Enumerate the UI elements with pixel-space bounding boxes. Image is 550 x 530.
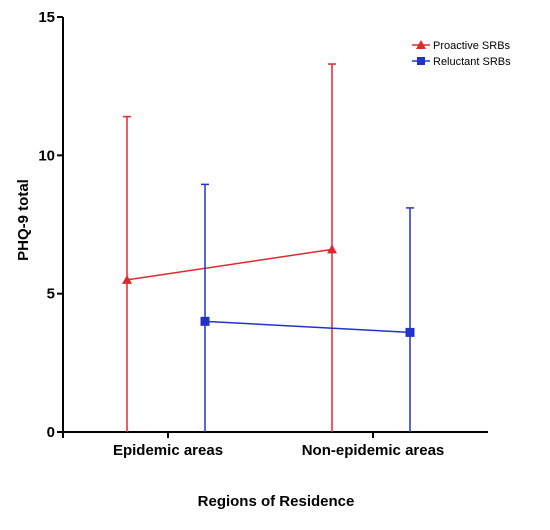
legend-label: Proactive SRBs xyxy=(433,40,511,52)
y-tick-label: 15 xyxy=(38,9,55,26)
data-point-square xyxy=(405,327,415,337)
axes: 0 5 10 15 Epidemic areas Non-epidemic areas xyxy=(38,9,488,459)
data-point-triangle xyxy=(122,274,132,284)
series-line xyxy=(126,248,333,281)
data-point-square xyxy=(200,316,210,326)
data-point-triangle xyxy=(327,244,337,254)
series-layer xyxy=(122,63,415,432)
series-line xyxy=(204,320,411,334)
series-1 xyxy=(122,63,337,432)
y-tick-label: 10 xyxy=(38,147,55,164)
legend-marker-square xyxy=(417,57,425,65)
legend-label: Reluctant SRBs xyxy=(433,56,511,68)
y-tick-label: 5 xyxy=(47,286,55,303)
legend: Proactive SRBs Reluctant SRBs xyxy=(412,40,511,68)
x-axis-title: Regions of Residence xyxy=(198,493,355,510)
series-2 xyxy=(200,183,415,432)
x-tick-label: Epidemic areas xyxy=(113,442,223,459)
y-tick-label: 0 xyxy=(47,424,55,441)
y-axis-title: PHQ-9 total xyxy=(15,179,32,261)
legend-marker-triangle xyxy=(416,40,426,49)
x-tick-label: Non-epidemic areas xyxy=(302,442,445,459)
